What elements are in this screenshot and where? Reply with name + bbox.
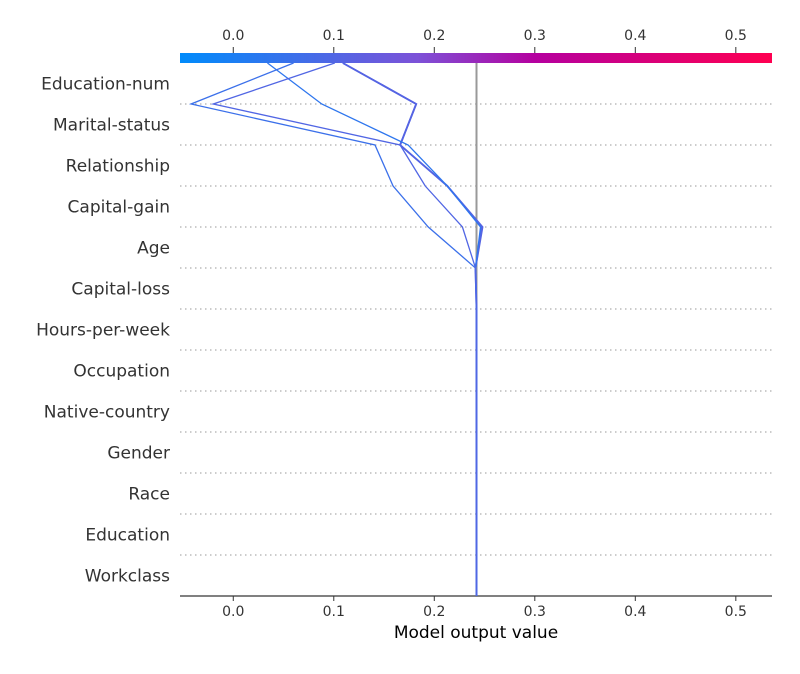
x-tick-label-top: 0.3 bbox=[524, 28, 546, 44]
feature-label: Race bbox=[128, 485, 170, 505]
decision-line bbox=[267, 62, 482, 596]
x-tick-label-bottom: 0.5 bbox=[725, 604, 747, 620]
feature-label: Capital-gain bbox=[68, 198, 170, 218]
feature-label: Native-country bbox=[44, 403, 170, 423]
x-tick-label-top: 0.0 bbox=[222, 28, 244, 44]
x-tick-label-bottom: 0.2 bbox=[423, 604, 445, 620]
colorbar bbox=[180, 53, 772, 63]
x-tick-label-top: 0.5 bbox=[725, 28, 747, 44]
x-tick-label-top: 0.2 bbox=[423, 28, 445, 44]
feature-label: Workclass bbox=[85, 567, 170, 587]
x-axis-label: Model output value bbox=[394, 623, 558, 643]
x-tick-label-top: 0.4 bbox=[624, 28, 646, 44]
x-tick-label-top: 0.1 bbox=[323, 28, 345, 44]
feature-label: Education-num bbox=[41, 75, 170, 95]
feature-label: Education bbox=[85, 526, 170, 546]
feature-label: Gender bbox=[107, 444, 170, 464]
x-tick-label-bottom: 0.1 bbox=[323, 604, 345, 620]
x-tick-label-bottom: 0.4 bbox=[624, 604, 646, 620]
feature-label: Marital-status bbox=[53, 116, 170, 136]
feature-label: Capital-loss bbox=[71, 280, 170, 300]
x-tick-label-bottom: 0.3 bbox=[524, 604, 546, 620]
decision-line bbox=[210, 62, 478, 596]
feature-label: Age bbox=[137, 239, 170, 259]
x-tick-label-bottom: 0.0 bbox=[222, 604, 244, 620]
feature-label: Hours-per-week bbox=[36, 321, 170, 341]
feature-label: Occupation bbox=[73, 362, 170, 382]
feature-label: Relationship bbox=[66, 157, 170, 177]
decision-line bbox=[188, 62, 478, 596]
